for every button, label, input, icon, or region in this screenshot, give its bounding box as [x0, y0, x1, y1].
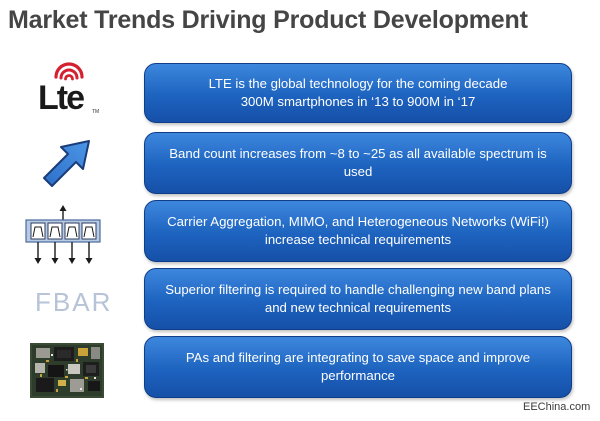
trend-bar-band-count: Band count increases from ~8 to ~25 as a… — [144, 132, 572, 194]
trend-bar-line: Band count increases from ~8 to ~25 as a… — [169, 146, 547, 161]
trend-bar-lte: LTE is the global technology for the com… — [144, 63, 572, 123]
lte-logo-text: Lte — [38, 79, 85, 117]
watermark: EEChina.com — [523, 401, 591, 413]
trend-bar-line: PAs and filtering are integrating to sav… — [185, 350, 531, 365]
lte-logo-icon: Lte TM — [38, 60, 102, 122]
trend-bar-line: performance — [320, 368, 396, 383]
lte-signal-waves-icon — [54, 62, 84, 81]
trend-bar-line: LTE is the global technology for the com… — [208, 76, 508, 91]
lte-logo-tm: TM — [92, 109, 100, 115]
trend-bar-line: used — [343, 164, 373, 179]
trend-bar-integration: PAs and filtering are integrating to sav… — [144, 336, 572, 398]
fbar-label: FBAR — [35, 287, 113, 317]
trend-bar-line: 300M smartphones in ‘13 to 900M in ‘17 — [240, 94, 476, 109]
trend-bar-carrier-aggregation: Carrier Aggregation, MIMO, and Heterogen… — [144, 200, 572, 262]
filter-bank-icon — [24, 204, 102, 266]
trend-bar-filtering: Superior filtering is required to handle… — [144, 268, 572, 330]
trend-bar-line: Carrier Aggregation, MIMO, and Heterogen… — [167, 214, 549, 229]
up-right-arrow-icon — [38, 134, 98, 192]
page-title: Market Trends Driving Product Developmen… — [8, 6, 528, 34]
trend-bar-line: Superior filtering is required to handle… — [165, 282, 551, 297]
trend-bar-line: increase technical requirements — [264, 232, 452, 247]
trend-bar-line: and new technical requirements — [264, 300, 452, 315]
circuit-board-icon — [30, 343, 104, 398]
